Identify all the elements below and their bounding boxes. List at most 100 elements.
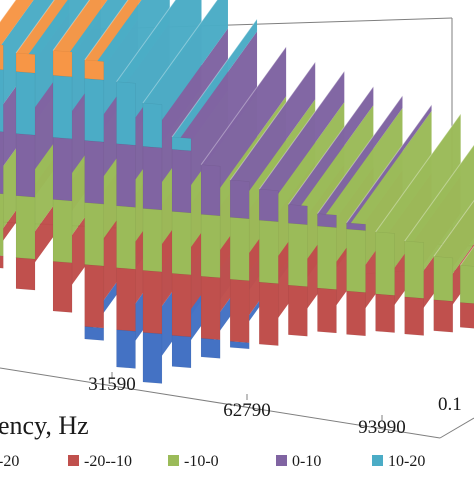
ridge-face	[142, 332, 163, 384]
ridge-face	[116, 205, 136, 270]
legend-label: -20--10	[84, 453, 132, 470]
ridge-face	[229, 278, 250, 344]
ridge-face	[288, 204, 308, 225]
ridge-face	[404, 240, 424, 299]
ridge-face	[171, 211, 192, 276]
ridge-band	[116, 0, 202, 144]
ridge-band	[317, 108, 403, 289]
ridge-face	[229, 179, 250, 220]
legend-swatch	[276, 455, 287, 466]
ridge-face	[15, 133, 36, 198]
ridge-face	[15, 71, 36, 136]
ridge-crest	[84, 0, 129, 61]
ridge-face	[84, 140, 105, 205]
ridge-face	[116, 267, 136, 332]
ridge-crest	[116, 0, 177, 83]
ridge-face	[229, 216, 250, 282]
ridge-crest	[258, 70, 345, 190]
ridge-crest	[346, 104, 432, 224]
depth-tick-label: 0.1	[438, 394, 462, 415]
ridge-face	[460, 265, 474, 304]
ridge-band	[172, 31, 258, 212]
ridge-face	[375, 293, 395, 333]
x-tick-label: 31590	[88, 374, 136, 395]
ridge-face	[84, 78, 105, 143]
ridge-face	[200, 214, 221, 279]
legend-swatch	[372, 455, 383, 466]
ridge-face	[15, 52, 36, 74]
ridge-face	[317, 213, 337, 228]
ridge-face	[15, 195, 36, 260]
ridge-band	[317, 95, 403, 227]
ridge-series	[0, 0, 474, 384]
ridge-face	[346, 290, 366, 337]
ridge-face	[200, 164, 221, 217]
ridge-face	[116, 143, 136, 208]
ridge-face	[259, 219, 279, 284]
ridge-face	[171, 136, 192, 152]
ridge	[459, 245, 474, 329]
ridge-band	[288, 86, 374, 224]
ridge-face	[317, 287, 337, 334]
legend-label: -20	[0, 453, 19, 470]
ridge-face	[0, 193, 4, 257]
ridge-band	[346, 110, 432, 291]
ridge-face	[433, 299, 454, 333]
x-axis-label: ency, Hz	[0, 411, 89, 440]
ridge-band	[375, 113, 461, 294]
ridge-face	[52, 137, 73, 202]
ridge-crest	[15, 0, 55, 54]
ridge-face	[52, 199, 73, 264]
ridge-face	[84, 202, 105, 267]
ridge-crest	[200, 46, 287, 165]
ridge-face	[200, 338, 221, 359]
legend-label: 0-10	[292, 453, 321, 470]
ridge-band	[346, 104, 432, 229]
ridge-band	[172, 18, 258, 150]
ridge-band	[259, 71, 345, 221]
ridge-crest	[229, 61, 316, 181]
legend-swatch	[168, 455, 179, 466]
ridge-crest	[287, 86, 374, 205]
ridge-band	[142, 0, 228, 147]
ridge-face	[84, 326, 105, 341]
ridge-face	[433, 256, 454, 302]
ridge-face	[171, 273, 192, 338]
depth-axis-line	[439, 417, 474, 439]
ridge-crest	[171, 18, 258, 138]
x-tick-label: 93990	[358, 417, 406, 438]
ridge-face	[142, 208, 163, 273]
ridge-face	[116, 81, 136, 146]
ridge-face	[375, 231, 395, 296]
ridge-face	[0, 131, 4, 195]
x-tick-label: 62790	[223, 400, 271, 421]
ridge-face	[171, 149, 192, 214]
ridge-band	[201, 46, 287, 215]
ridge-face	[171, 335, 192, 369]
ridge-face	[259, 281, 279, 346]
ridge-face	[259, 188, 279, 222]
ridge-face	[346, 222, 366, 231]
ridge-band	[0, 0, 34, 47]
ridge-face	[346, 228, 366, 293]
ridge-face	[288, 284, 308, 337]
legend-label: 10-20	[388, 453, 425, 470]
ridge-face	[142, 146, 163, 211]
ridge-face	[15, 257, 36, 291]
ridge-face	[52, 75, 73, 140]
ridge-face	[142, 102, 163, 149]
ridge-face	[0, 69, 4, 133]
ridge-crest	[433, 199, 474, 257]
ridge-crest	[52, 0, 91, 51]
ridge-face	[200, 276, 221, 341]
ridge-crest	[142, 0, 218, 104]
ridge-face	[0, 44, 4, 71]
ridge-face	[84, 264, 105, 329]
ridge-face	[317, 225, 337, 290]
ridge-face	[404, 296, 424, 336]
ridge-band	[84, 0, 142, 79]
axes	[0, 367, 474, 439]
ridge-face	[116, 329, 136, 369]
